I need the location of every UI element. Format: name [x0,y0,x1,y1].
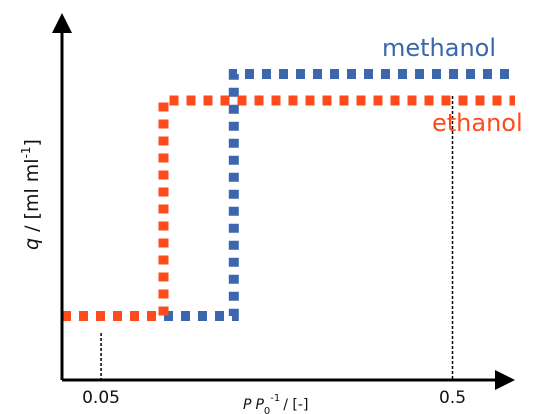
tick-lines [100,96,454,380]
tick-labels: 0.05 0.5 [82,388,466,408]
series-ethanol [62,95,515,321]
x-axis-label: P P0-1/ [-] [243,393,308,414]
x-tick-label: 0.5 [439,388,466,408]
series-layer [62,69,515,321]
y-axis-label: q / [ml ml-1] [19,139,43,250]
legend-ethanol-label: ethanol [432,109,523,137]
x-tick-label: 0.05 [82,388,120,408]
legend-methanol-label: methanol [382,34,496,62]
